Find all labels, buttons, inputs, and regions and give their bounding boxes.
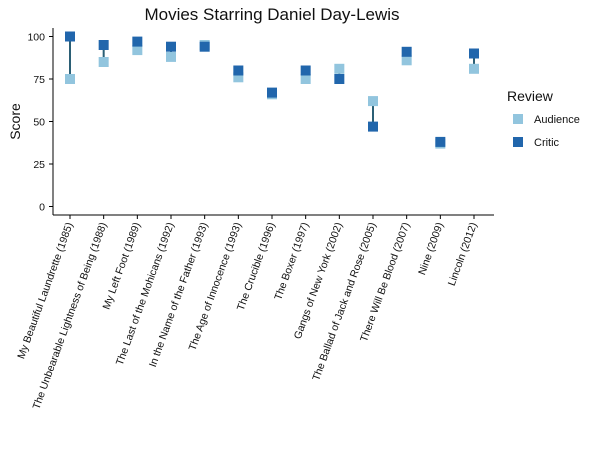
critic-point: [300, 65, 311, 76]
x-axis-ticks: My Beautiful Laundrette (1985)The Unbear…: [15, 215, 480, 411]
x-tick-label: The Crucible (1996): [235, 221, 278, 312]
audience-point: [368, 96, 378, 107]
critic-point: [469, 48, 479, 59]
audience-point: [132, 45, 143, 56]
y-axis-ticks: 0 25 50 75 100: [27, 32, 53, 214]
y-tick-label: 25: [33, 159, 45, 171]
critic-point: [435, 136, 446, 147]
critic-point: [65, 31, 75, 42]
legend-swatch-critic: [513, 137, 523, 147]
critic-point: [401, 46, 412, 57]
audience-point: [98, 57, 109, 67]
critic-point: [233, 65, 244, 76]
critic-point: [98, 40, 109, 50]
y-tick-label: 100: [27, 32, 45, 44]
x-tick-label: Nine (2009): [416, 221, 446, 277]
critic-point: [368, 121, 378, 132]
audience-point: [233, 72, 244, 83]
audience-point: [300, 74, 311, 84]
audience-point: [166, 51, 176, 62]
critic-point: [267, 87, 277, 98]
x-tick-label: The Boxer (1997): [272, 221, 311, 302]
y-tick-label: 0: [39, 202, 45, 214]
legend-label-critic: Critic: [534, 137, 560, 149]
x-tick-label: The Ballad of Jack and Rose (2005): [310, 221, 379, 383]
legend: Review Audience Critic: [507, 88, 580, 149]
x-tick-label: Lincoln (2012): [446, 221, 480, 288]
chart-title: Movies Starring Daniel Day-Lewis: [144, 5, 399, 24]
critic-point: [132, 36, 143, 47]
y-tick-label: 75: [33, 74, 45, 86]
legend-title: Review: [507, 88, 554, 104]
legend-label-audience: Audience: [534, 114, 580, 126]
audience-point: [334, 63, 345, 74]
y-axis-title: Score: [7, 103, 23, 140]
critic-point: [199, 41, 210, 52]
y-tick-label: 50: [33, 117, 45, 129]
legend-swatch-audience: [513, 114, 523, 124]
critic-point: [334, 74, 345, 84]
audience-point: [65, 74, 75, 84]
audience-point: [469, 63, 479, 74]
audience-point: [401, 55, 412, 66]
critic-point: [166, 41, 176, 52]
data-points: [65, 31, 479, 149]
